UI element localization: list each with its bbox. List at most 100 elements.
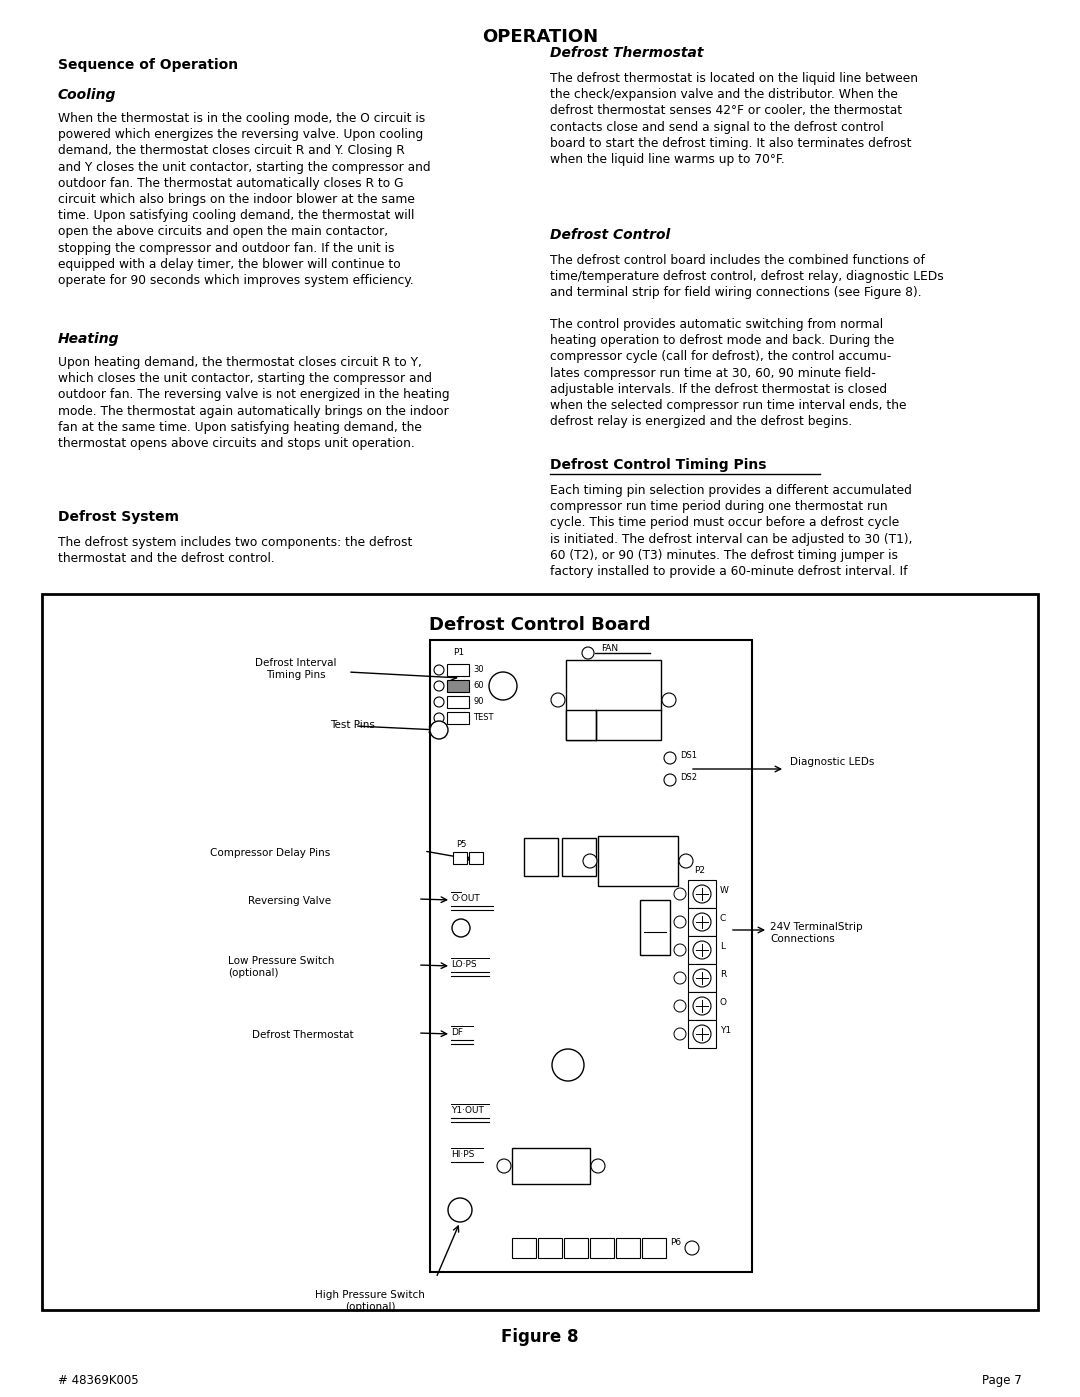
Circle shape	[552, 1049, 584, 1081]
Text: C5: C5	[562, 1051, 573, 1060]
Circle shape	[674, 944, 686, 956]
Bar	[447, 680, 469, 692]
Bar	[640, 900, 670, 956]
Circle shape	[674, 916, 686, 928]
Text: U1: U1	[535, 848, 548, 856]
Text: DS1: DS1	[680, 750, 697, 760]
Circle shape	[497, 1160, 511, 1173]
Text: K3 Relay: K3 Relay	[531, 1157, 570, 1166]
Text: Figure 8: Figure 8	[501, 1329, 579, 1345]
Text: FAN: FAN	[602, 644, 619, 652]
Text: R: R	[599, 1241, 604, 1245]
Text: Defrost Control Timing Pins: Defrost Control Timing Pins	[550, 458, 767, 472]
Text: # 48369K005: # 48369K005	[58, 1375, 138, 1387]
Text: Y1: Y1	[720, 1025, 731, 1035]
Circle shape	[662, 693, 676, 707]
Text: When the thermostat is in the cooling mode, the O circuit is
powered which energ: When the thermostat is in the cooling mo…	[58, 112, 431, 286]
Text: Diagnostic LEDs: Diagnostic LEDs	[789, 757, 875, 767]
Text: 24V: 24V	[647, 937, 663, 947]
Circle shape	[434, 665, 444, 675]
Text: O: O	[625, 1241, 631, 1245]
Text: Page 7: Page 7	[982, 1375, 1022, 1387]
Text: The defrost control board includes the combined functions of
time/temperature de: The defrost control board includes the c…	[550, 254, 944, 299]
Text: K2 Relay: K2 Relay	[619, 848, 658, 856]
Text: Y1: Y1	[650, 1241, 658, 1245]
Text: U2: U2	[572, 848, 585, 856]
Text: Defrost Control Board: Defrost Control Board	[429, 616, 651, 634]
Circle shape	[434, 697, 444, 707]
Bar	[512, 1238, 536, 1259]
Bar	[512, 1148, 590, 1185]
Bar	[566, 710, 596, 740]
Circle shape	[693, 1025, 711, 1044]
Circle shape	[434, 680, 444, 692]
Circle shape	[685, 1241, 699, 1255]
Text: DS2: DS2	[680, 773, 697, 781]
Bar	[42, 594, 1038, 1310]
Text: P5: P5	[456, 840, 467, 849]
Bar	[590, 1238, 615, 1259]
Text: The defrost system includes two components: the defrost
thermostat and the defro: The defrost system includes two componen…	[58, 536, 413, 566]
Text: Reversing Valve: Reversing Valve	[248, 895, 332, 907]
Text: L: L	[652, 914, 658, 923]
Text: O·OUT: O·OUT	[451, 894, 480, 902]
Circle shape	[693, 942, 711, 958]
Circle shape	[583, 854, 597, 868]
Circle shape	[453, 919, 470, 937]
Text: P6: P6	[670, 1238, 681, 1248]
Text: L: L	[720, 942, 725, 951]
Text: LO·PS: LO·PS	[451, 960, 476, 970]
Bar	[688, 908, 716, 936]
Text: DF: DF	[451, 1028, 463, 1037]
Text: 30: 30	[473, 665, 484, 673]
Text: Defrost Control: Defrost Control	[550, 228, 671, 242]
Bar	[688, 880, 716, 908]
Bar	[538, 1238, 562, 1259]
Bar	[688, 936, 716, 964]
Bar	[616, 1238, 640, 1259]
Circle shape	[693, 886, 711, 902]
Bar	[564, 1238, 588, 1259]
Text: Defrost System: Defrost System	[58, 510, 179, 524]
Circle shape	[674, 1028, 686, 1039]
Text: C: C	[573, 1241, 578, 1245]
Text: HI·PS: HI·PS	[451, 1150, 474, 1160]
Bar	[598, 835, 678, 886]
Text: C: C	[720, 914, 726, 923]
Circle shape	[489, 672, 517, 700]
Text: Test Pins: Test Pins	[330, 719, 375, 731]
Text: The control provides automatic switching from normal
heating operation to defros: The control provides automatic switching…	[550, 319, 906, 429]
Text: R: R	[720, 970, 726, 979]
Bar	[566, 659, 661, 740]
Text: K1 Relay: K1 Relay	[594, 680, 633, 689]
Bar	[562, 838, 596, 876]
Bar	[566, 710, 596, 740]
Circle shape	[693, 914, 711, 930]
Circle shape	[693, 970, 711, 988]
Text: 90: 90	[473, 697, 484, 705]
Bar	[688, 992, 716, 1020]
Bar	[447, 712, 469, 724]
Text: Cooling: Cooling	[58, 88, 117, 102]
Text: Sequence of Operation: Sequence of Operation	[58, 59, 238, 73]
Circle shape	[674, 972, 686, 983]
Text: P2: P2	[694, 866, 705, 875]
Circle shape	[448, 1199, 472, 1222]
Circle shape	[674, 1000, 686, 1011]
Circle shape	[582, 647, 594, 659]
Text: DF: DF	[545, 1241, 554, 1245]
Bar	[447, 664, 469, 676]
Bar	[447, 696, 469, 708]
Text: Heating: Heating	[58, 332, 120, 346]
Text: 24V TerminalStrip
Connections: 24V TerminalStrip Connections	[770, 922, 863, 944]
Text: The defrost thermostat is located on the liquid line between
the check/expansion: The defrost thermostat is located on the…	[550, 73, 918, 166]
Text: Upon heating demand, the thermostat closes circuit R to Y,
which closes the unit: Upon heating demand, the thermostat clos…	[58, 356, 449, 450]
Text: High Pressure Switch
(optional): High Pressure Switch (optional)	[315, 1289, 424, 1312]
Circle shape	[693, 997, 711, 1016]
Text: 60: 60	[473, 680, 484, 690]
Circle shape	[664, 774, 676, 787]
Text: Y1·OUT: Y1·OUT	[451, 1106, 484, 1115]
Text: W: W	[720, 886, 729, 895]
Circle shape	[434, 712, 444, 724]
Circle shape	[679, 854, 693, 868]
